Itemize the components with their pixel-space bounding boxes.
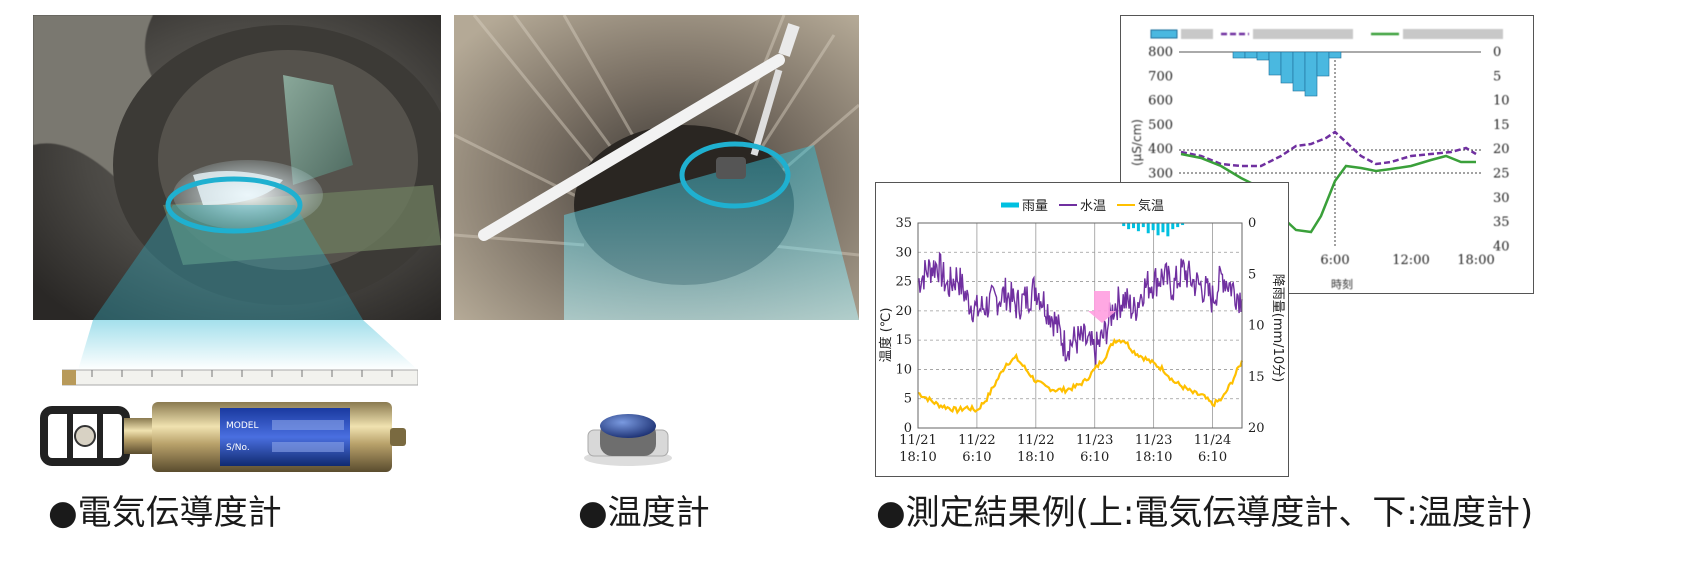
manhole-photo-flow [33, 15, 441, 320]
lower-xtick-date: 11/24 [1194, 433, 1231, 448]
lower-rain-bar [1127, 223, 1131, 230]
upper-xlabel: 時刻 [1331, 277, 1353, 291]
lower-ytick-label: 5 [904, 392, 912, 407]
lower-xtick-time: 6:10 [1080, 450, 1109, 465]
lower-y2tick-label: 0 [1248, 216, 1256, 231]
ruler [62, 369, 418, 386]
lower-y2tick-label: 15 [1248, 370, 1265, 385]
legend-air-temp: 気温 [1138, 198, 1164, 214]
lower-xtick-time: 18:10 [1017, 450, 1054, 465]
lower-rain-bar [1166, 223, 1170, 237]
thermometer-device [584, 414, 672, 466]
lower-xtick-date: 11/22 [1017, 433, 1054, 448]
upper-ytick-label: 300 [1148, 167, 1173, 182]
lower-rain-bar [1171, 223, 1175, 230]
upper-y2tick-label: 15 [1493, 118, 1510, 133]
upper-ytick-label: 700 [1148, 69, 1173, 84]
lower-rain-bar [1122, 223, 1126, 227]
lower-rain-bar [1132, 223, 1135, 229]
upper-y2tick-label: 5 [1493, 69, 1501, 84]
lower-ytick-label: 15 [895, 333, 912, 348]
lower-rain-bar [1161, 223, 1165, 233]
upper-ytick-label: 500 [1148, 118, 1173, 133]
temperature-chart: 雨量 水温 気温 0 5 10 15 20 25 30 35 0 5 10 15 20 11/21 18… [875, 182, 1289, 477]
upper-y2tick-label: 40 [1493, 239, 1510, 254]
lower-rain-bar [1141, 223, 1145, 228]
manhole-photo-pipe [454, 15, 859, 320]
upper-y2tick-label: 0 [1493, 45, 1501, 60]
caption-thermometer: ●温度計 [578, 493, 710, 533]
lower-xtick-date: 11/21 [899, 433, 936, 448]
lower-ytick-label: 30 [895, 245, 912, 260]
lower-rain-bar [1181, 223, 1185, 226]
lower-xtick-date: 11/23 [1135, 433, 1172, 448]
upper-xtick-label: 18:00 [1457, 253, 1494, 268]
lower-rain-bar [1151, 223, 1155, 231]
lower-xtick-date: 11/23 [1076, 433, 1113, 448]
lower-rain-bar [1146, 223, 1150, 234]
lower-xtick-date: 11/22 [958, 433, 995, 448]
upper-dashed-series [1180, 130, 1477, 168]
upper-solid-series [1180, 152, 1476, 234]
lower-y2tick-label: 20 [1248, 421, 1265, 436]
lower-chart-legend: 雨量 水温 気温 [1001, 198, 1164, 214]
lower-ytick-label: 35 [895, 216, 912, 231]
upper-y2tick-label: 25 [1493, 167, 1510, 182]
legend-water-temp: 水温 [1080, 199, 1106, 214]
lower-xtick-time: 18:10 [899, 450, 936, 465]
lower-ylabel: 温度 (℃) [878, 308, 894, 363]
lower-ytick-label: 25 [895, 275, 912, 290]
upper-y2tick-label: 35 [1493, 215, 1510, 230]
highlight-arrow [1088, 291, 1116, 323]
upper-xtick-label: 12:00 [1392, 253, 1429, 268]
lower-y2tick-label: 5 [1248, 267, 1256, 282]
lower-rain-bar [1136, 223, 1140, 232]
zoom-ring-thermometer [679, 141, 791, 209]
caption-ec-meter: ●電気伝導度計 [48, 493, 282, 533]
air-temp-line [917, 337, 1244, 415]
lower-ytick-label: 10 [895, 362, 912, 377]
lower-xtick-time: 6:10 [1198, 450, 1227, 465]
upper-ylabel: (μS/cm) [1130, 119, 1144, 166]
lower-y2label: 降雨量(mm/10分) [1270, 274, 1285, 382]
device-model-label: MODEL [226, 421, 258, 431]
lower-rain-bar [1176, 223, 1180, 228]
upper-ytick-label: 600 [1148, 94, 1173, 109]
zoom-cone-ec [78, 320, 418, 370]
upper-y2tick-label: 30 [1493, 191, 1510, 206]
caption-results: ●測定結果例(上:電気伝導度計、下:温度計) [876, 493, 1534, 533]
upper-chart-legend [1150, 29, 1503, 39]
upper-xtick-label: 6:00 [1320, 253, 1349, 268]
ec-meter-device: MODEL S/No. [40, 402, 406, 472]
upper-ytick-label: 800 [1148, 45, 1173, 60]
water-temp-line [917, 251, 1243, 366]
legend-rain: 雨量 [1022, 199, 1048, 214]
zoom-ring [165, 176, 303, 234]
lower-y2tick-label: 10 [1248, 319, 1265, 334]
upper-rain-bars [1232, 51, 1342, 97]
device-serial-label: S/No. [226, 443, 250, 453]
lower-ytick-label: 0 [904, 421, 912, 436]
upper-y2tick-label: 10 [1493, 94, 1510, 109]
lower-xtick-time: 18:10 [1135, 450, 1172, 465]
upper-y2tick-label: 20 [1493, 142, 1510, 157]
lower-xtick-time: 6:10 [962, 450, 991, 465]
upper-ytick-label: 400 [1148, 142, 1173, 157]
lower-rain-bar [1156, 223, 1160, 236]
lower-ytick-label: 20 [895, 304, 912, 319]
